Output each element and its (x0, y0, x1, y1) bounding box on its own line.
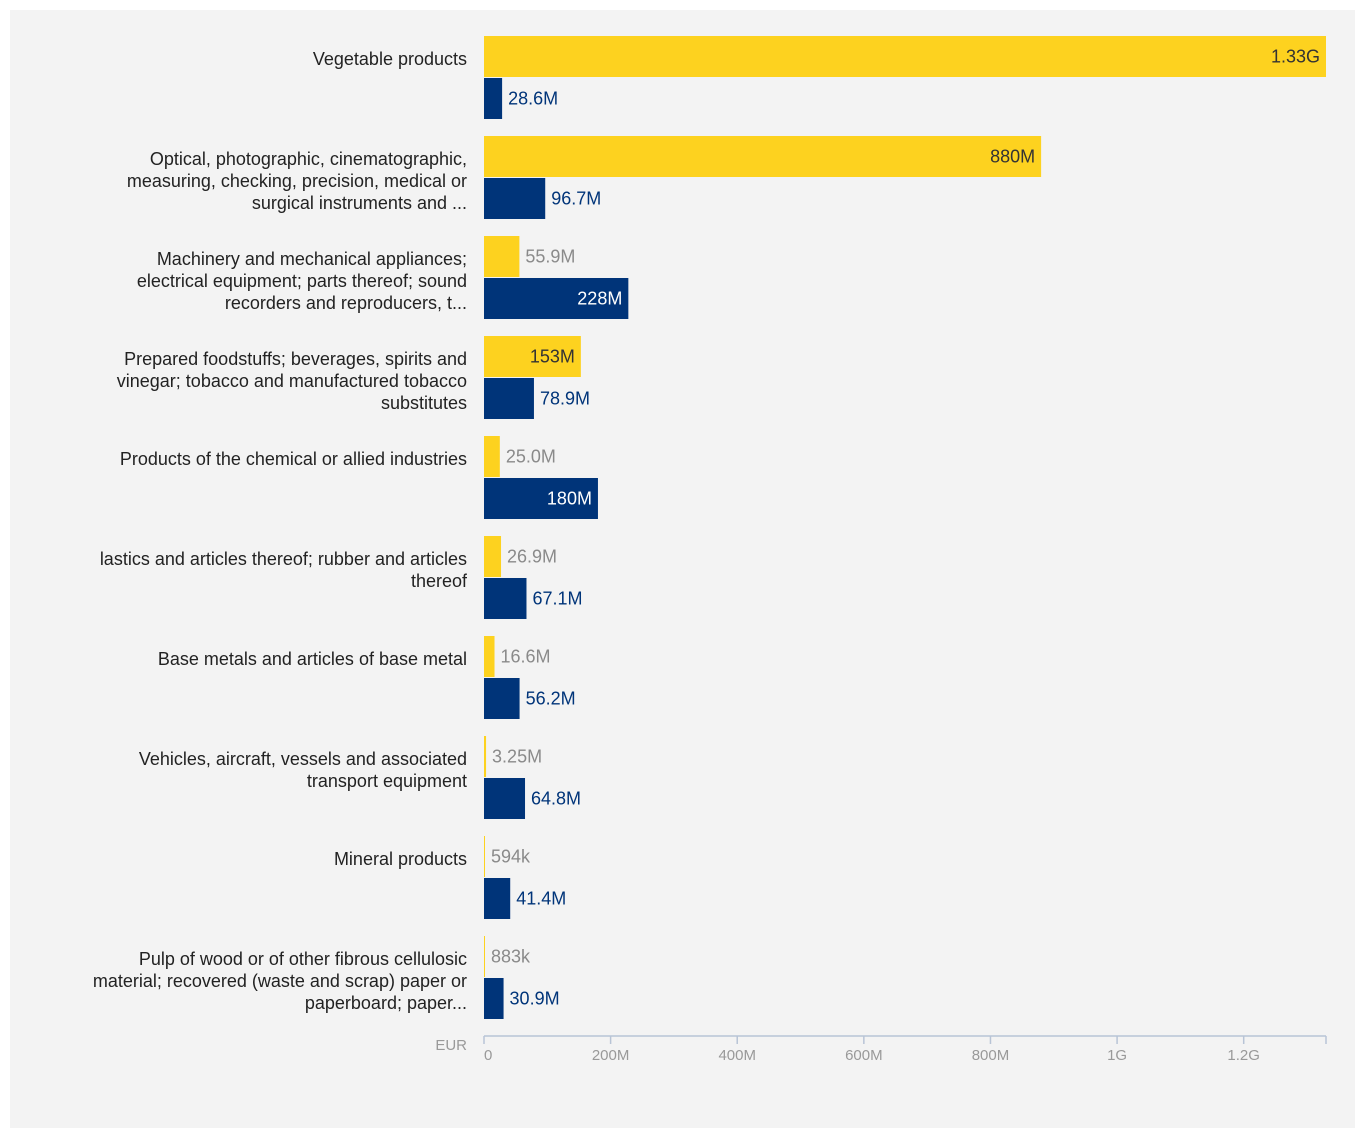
category-label: lastics and articles thereof; rubber and… (99, 549, 467, 591)
bar-series2-2[interactable] (484, 278, 629, 319)
bar-series1-1[interactable] (484, 136, 1042, 177)
category-label: Prepared foodstuffs; beverages, spirits … (116, 349, 467, 413)
category-label: Vegetable products (312, 49, 467, 69)
x-tick-label: 800M (972, 1047, 1010, 1064)
bar-value-label: 56.2M (526, 689, 576, 709)
bar-value-label: 1.33G (1271, 47, 1320, 67)
bar-chart: 1.33G 880M 55.9M 153M 25.0M 26.9M 16.6M 3.25M 59… (435, 36, 1327, 1064)
bar-series2-7[interactable] (484, 778, 526, 819)
x-axis: 0 200M 400M 600M 800M 1G 1.2G EUR (435, 1035, 1327, 1064)
x-unit-label: EUR (435, 1037, 467, 1054)
bar-value-label: 880M (990, 147, 1035, 167)
bar-series2-0[interactable] (484, 78, 503, 119)
category-label: Optical, photographic, cinematographic, m… (126, 149, 467, 213)
bar-series1-7[interactable] (484, 736, 487, 777)
category-label: Pulp of wood or of other fibrous cellulo… (92, 949, 467, 1013)
bar-value-label: 64.8M (531, 789, 581, 809)
bar-series1-2[interactable] (484, 236, 520, 277)
bar-series2-5[interactable] (484, 578, 527, 619)
bar-series1-4[interactable] (484, 436, 500, 477)
bar-series1-0[interactable] (484, 36, 1326, 77)
bar-series2-1[interactable] (484, 178, 546, 219)
category-label: Base metals and articles of base metal (157, 649, 467, 669)
bar-value-label: 228M (577, 289, 622, 309)
bar-value-label: 3.25M (492, 747, 542, 767)
x-tick-label: 1G (1107, 1047, 1127, 1064)
bar-value-label: 67.1M (532, 589, 582, 609)
bar-value-label: 41.4M (516, 889, 566, 909)
bar-value-label: 30.9M (510, 989, 560, 1009)
bar-series2-6[interactable] (484, 678, 520, 719)
bar-value-label: 28.6M (508, 89, 558, 109)
bar-value-label: 180M (547, 489, 592, 509)
category-label: Mineral products (333, 849, 467, 869)
category-label: Products of the chemical or allied indus… (119, 449, 467, 469)
bar-value-label: 16.6M (501, 647, 551, 667)
bar-series1-6[interactable] (484, 636, 495, 677)
x-tick-label: 600M (845, 1047, 883, 1064)
bar-series2-3[interactable] (484, 378, 534, 419)
bar-series1-5[interactable] (484, 536, 502, 577)
x-tick-label: 400M (718, 1047, 756, 1064)
bar-value-label: 55.9M (525, 247, 575, 267)
bar-series2-8[interactable] (484, 878, 511, 919)
bar-value-label: 78.9M (540, 389, 590, 409)
bar-value-label: 26.9M (507, 547, 557, 567)
bar-value-label: 594k (491, 847, 531, 867)
bar-value-label: 153M (530, 347, 575, 367)
category-label: Machinery and mechanical appliances; elec… (136, 249, 467, 313)
category-label: Vehicles, aircraft, vessels and associat… (138, 749, 467, 791)
bar-series1-8[interactable] (484, 836, 485, 877)
bar-series2-4[interactable] (484, 478, 598, 519)
bar-value-label: 25.0M (506, 447, 556, 467)
bar-series2-9[interactable] (484, 978, 504, 1019)
bar-series1-9[interactable] (484, 936, 485, 977)
x-tick-label: 1.2G (1227, 1047, 1260, 1064)
x-tick-label: 0 (484, 1047, 492, 1064)
chart-panel: 1.33G 880M 55.9M 153M 25.0M 26.9M 16.6M 3.25M 59… (10, 10, 1355, 1128)
bar-series1-3[interactable] (484, 336, 581, 377)
bar-value-label: 883k (491, 947, 531, 967)
bar-value-label: 96.7M (551, 189, 601, 209)
x-tick-label: 200M (592, 1047, 630, 1064)
